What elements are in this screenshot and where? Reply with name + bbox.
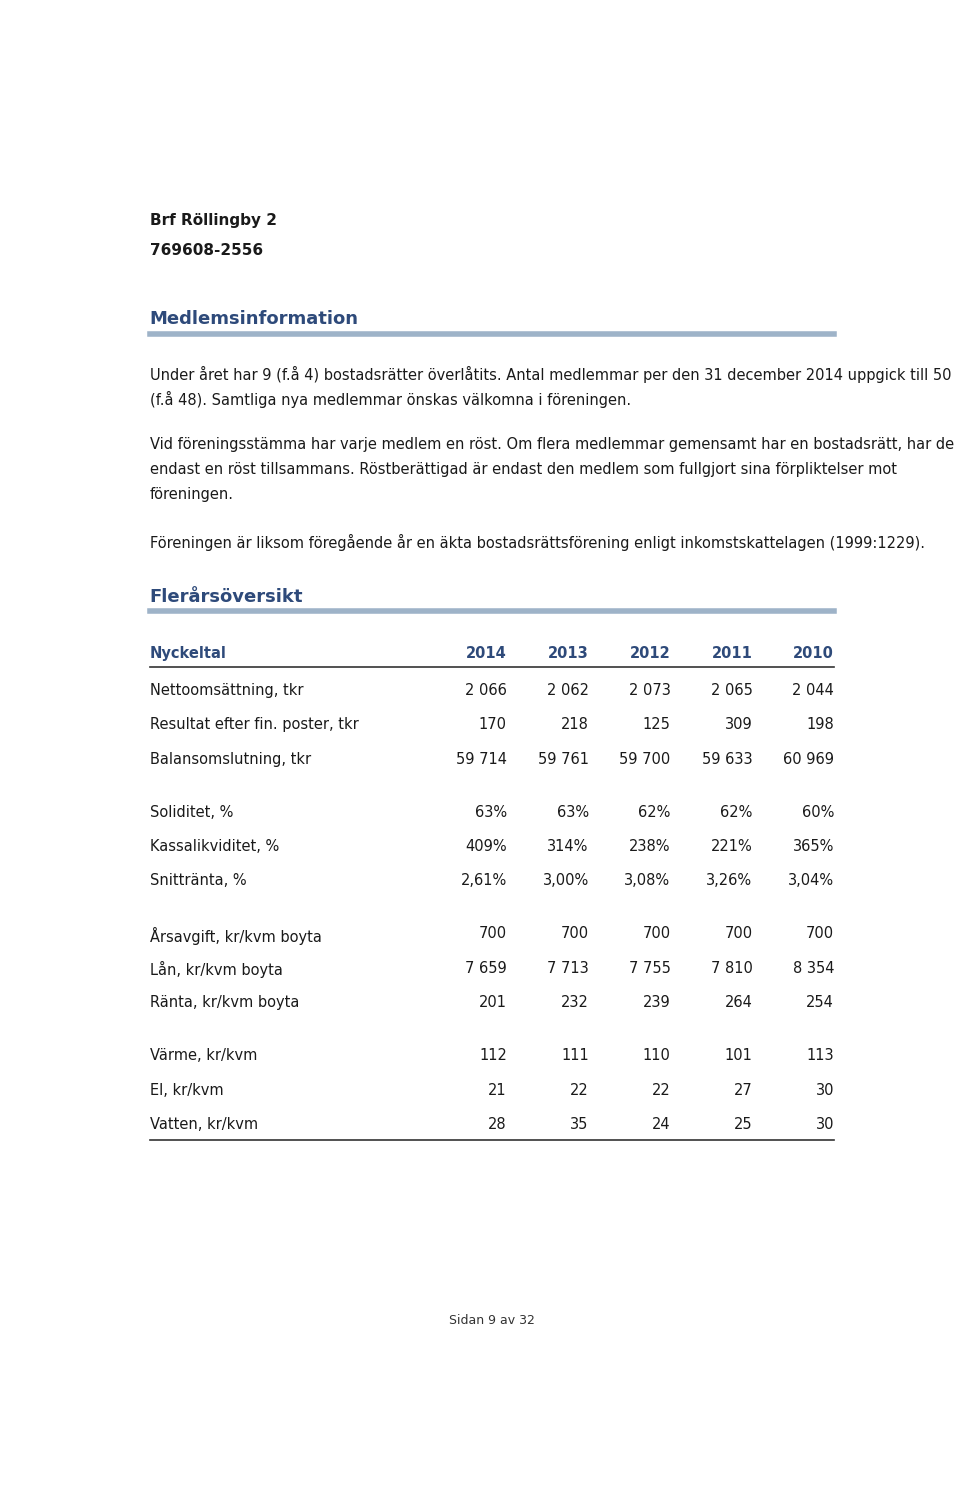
Text: 238%: 238% bbox=[629, 840, 670, 855]
Text: 314%: 314% bbox=[547, 840, 588, 855]
Text: 59 714: 59 714 bbox=[456, 752, 507, 767]
Text: 2 062: 2 062 bbox=[547, 683, 588, 698]
Text: 3,08%: 3,08% bbox=[624, 873, 670, 888]
Text: Vatten, kr/kvm: Vatten, kr/kvm bbox=[150, 1117, 258, 1132]
Text: Kassalikviditet, %: Kassalikviditet, % bbox=[150, 840, 279, 855]
Text: 60 969: 60 969 bbox=[783, 752, 834, 767]
Text: Nettoomsättning, tkr: Nettoomsättning, tkr bbox=[150, 683, 303, 698]
Text: Flerårsöversikt: Flerårsöversikt bbox=[150, 587, 303, 606]
Text: 769608-2556: 769608-2556 bbox=[150, 243, 263, 258]
Text: föreningen.: föreningen. bbox=[150, 488, 234, 503]
Text: 2010: 2010 bbox=[793, 646, 834, 661]
Text: 2 065: 2 065 bbox=[710, 683, 753, 698]
Text: 2,61%: 2,61% bbox=[461, 873, 507, 888]
Text: 2 066: 2 066 bbox=[465, 683, 507, 698]
Text: 25: 25 bbox=[733, 1117, 753, 1132]
Text: 7 713: 7 713 bbox=[547, 960, 588, 975]
Text: 62%: 62% bbox=[638, 805, 670, 820]
Text: 365%: 365% bbox=[793, 840, 834, 855]
Text: Brf Röllingby 2: Brf Röllingby 2 bbox=[150, 213, 276, 228]
Text: Nyckeltal: Nyckeltal bbox=[150, 646, 227, 661]
Text: 232: 232 bbox=[561, 995, 588, 1010]
Text: 2014: 2014 bbox=[467, 646, 507, 661]
Text: 3,00%: 3,00% bbox=[542, 873, 588, 888]
Text: Föreningen är liksom föregående år en äkta bostadsrättsförening enligt inkomstsk: Föreningen är liksom föregående år en äk… bbox=[150, 533, 924, 551]
Text: 59 700: 59 700 bbox=[619, 752, 670, 767]
Text: 111: 111 bbox=[561, 1048, 588, 1063]
Text: 700: 700 bbox=[806, 927, 834, 942]
Text: Under året har 9 (f.å 4) bostadsrätter överlåtits. Antal medlemmar per den 31 de: Under året har 9 (f.å 4) bostadsrätter ö… bbox=[150, 365, 951, 384]
Text: 112: 112 bbox=[479, 1048, 507, 1063]
Text: 2 044: 2 044 bbox=[792, 683, 834, 698]
Text: 60%: 60% bbox=[802, 805, 834, 820]
Text: 700: 700 bbox=[561, 927, 588, 942]
Text: (f.å 48). Samtliga nya medlemmar önskas välkomna i föreningen.: (f.å 48). Samtliga nya medlemmar önskas … bbox=[150, 391, 631, 408]
Text: 22: 22 bbox=[652, 1083, 670, 1098]
Text: 27: 27 bbox=[733, 1083, 753, 1098]
Text: 101: 101 bbox=[725, 1048, 753, 1063]
Text: 700: 700 bbox=[479, 927, 507, 942]
Text: Ränta, kr/kvm boyta: Ränta, kr/kvm boyta bbox=[150, 995, 300, 1010]
Text: 264: 264 bbox=[725, 995, 753, 1010]
Text: Balansomslutning, tkr: Balansomslutning, tkr bbox=[150, 752, 311, 767]
Text: 113: 113 bbox=[806, 1048, 834, 1063]
Text: 7 755: 7 755 bbox=[629, 960, 670, 975]
Text: 59 761: 59 761 bbox=[538, 752, 588, 767]
Text: 221%: 221% bbox=[710, 840, 753, 855]
Text: Resultat efter fin. poster, tkr: Resultat efter fin. poster, tkr bbox=[150, 717, 358, 732]
Text: 3,26%: 3,26% bbox=[707, 873, 753, 888]
Text: Lån, kr/kvm boyta: Lån, kr/kvm boyta bbox=[150, 960, 282, 978]
Text: Vid föreningsstämma har varje medlem en röst. Om flera medlemmar gemensamt har e: Vid föreningsstämma har varje medlem en … bbox=[150, 438, 954, 453]
Text: 700: 700 bbox=[642, 927, 670, 942]
Text: 21: 21 bbox=[489, 1083, 507, 1098]
Text: 8 354: 8 354 bbox=[793, 960, 834, 975]
Text: 2012: 2012 bbox=[630, 646, 670, 661]
Text: 700: 700 bbox=[724, 927, 753, 942]
Text: 22: 22 bbox=[570, 1083, 588, 1098]
Text: 7 659: 7 659 bbox=[466, 960, 507, 975]
Text: 201: 201 bbox=[479, 995, 507, 1010]
Text: 254: 254 bbox=[806, 995, 834, 1010]
Text: 218: 218 bbox=[561, 717, 588, 732]
Text: 62%: 62% bbox=[720, 805, 753, 820]
Text: 7 810: 7 810 bbox=[710, 960, 753, 975]
Text: 170: 170 bbox=[479, 717, 507, 732]
Text: 309: 309 bbox=[725, 717, 753, 732]
Text: Snittränta, %: Snittränta, % bbox=[150, 873, 247, 888]
Text: endast en röst tillsammans. Röstberättigad är endast den medlem som fullgjort si: endast en röst tillsammans. Röstberättig… bbox=[150, 462, 897, 477]
Text: 35: 35 bbox=[570, 1117, 588, 1132]
Text: 30: 30 bbox=[816, 1083, 834, 1098]
Text: Soliditet, %: Soliditet, % bbox=[150, 805, 233, 820]
Text: 3,04%: 3,04% bbox=[788, 873, 834, 888]
Text: 63%: 63% bbox=[557, 805, 588, 820]
Text: Värme, kr/kvm: Värme, kr/kvm bbox=[150, 1048, 257, 1063]
Text: El, kr/kvm: El, kr/kvm bbox=[150, 1083, 224, 1098]
Text: 110: 110 bbox=[642, 1048, 670, 1063]
Text: 125: 125 bbox=[642, 717, 670, 732]
Text: 198: 198 bbox=[806, 717, 834, 732]
Text: 63%: 63% bbox=[475, 805, 507, 820]
Text: 24: 24 bbox=[652, 1117, 670, 1132]
Text: 2 073: 2 073 bbox=[629, 683, 670, 698]
Text: 59 633: 59 633 bbox=[702, 752, 753, 767]
Text: 30: 30 bbox=[816, 1117, 834, 1132]
Text: Årsavgift, kr/kvm boyta: Årsavgift, kr/kvm boyta bbox=[150, 927, 322, 945]
Text: 2011: 2011 bbox=[711, 646, 753, 661]
Text: 2013: 2013 bbox=[548, 646, 588, 661]
Text: Medlemsinformation: Medlemsinformation bbox=[150, 310, 359, 328]
Text: 409%: 409% bbox=[466, 840, 507, 855]
Text: Sidan 9 av 32: Sidan 9 av 32 bbox=[449, 1314, 535, 1327]
Text: 28: 28 bbox=[489, 1117, 507, 1132]
Text: 239: 239 bbox=[643, 995, 670, 1010]
